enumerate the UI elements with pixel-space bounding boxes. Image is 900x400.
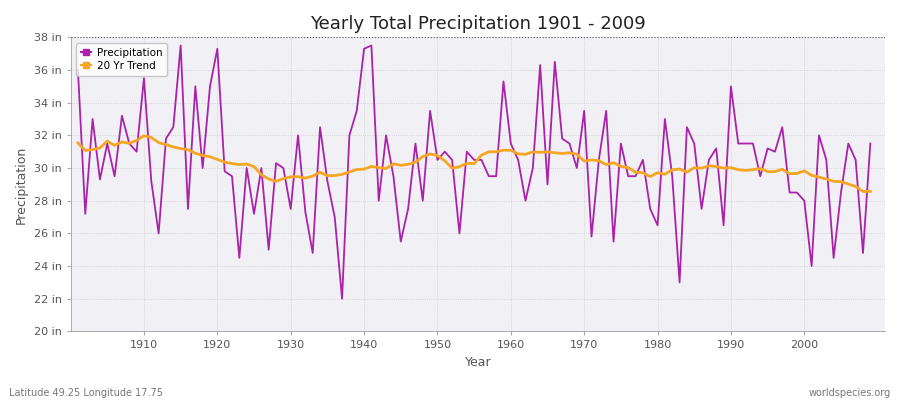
- Y-axis label: Precipitation: Precipitation: [15, 145, 28, 224]
- Text: Latitude 49.25 Longitude 17.75: Latitude 49.25 Longitude 17.75: [9, 388, 163, 398]
- Title: Yearly Total Precipitation 1901 - 2009: Yearly Total Precipitation 1901 - 2009: [310, 15, 645, 33]
- X-axis label: Year: Year: [464, 356, 491, 369]
- Legend: Precipitation, 20 Yr Trend: Precipitation, 20 Yr Trend: [76, 42, 167, 76]
- Text: worldspecies.org: worldspecies.org: [809, 388, 891, 398]
